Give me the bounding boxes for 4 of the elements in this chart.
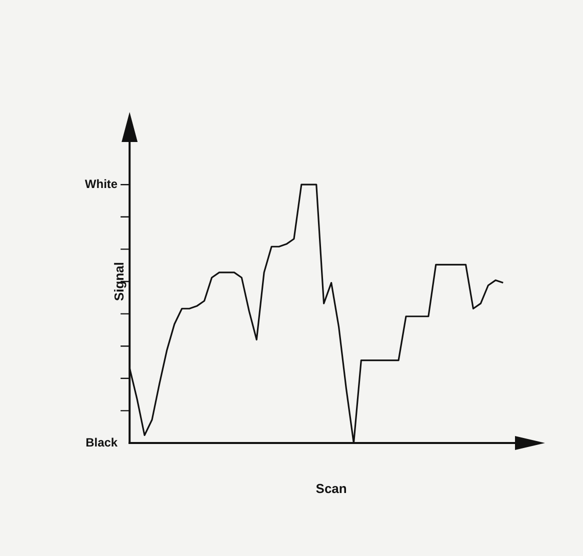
text: Black: [86, 435, 118, 450]
x-axis-title: Scan: [316, 480, 347, 496]
text: White: [84, 176, 118, 191]
y-axis-title: Signal: [111, 262, 126, 302]
